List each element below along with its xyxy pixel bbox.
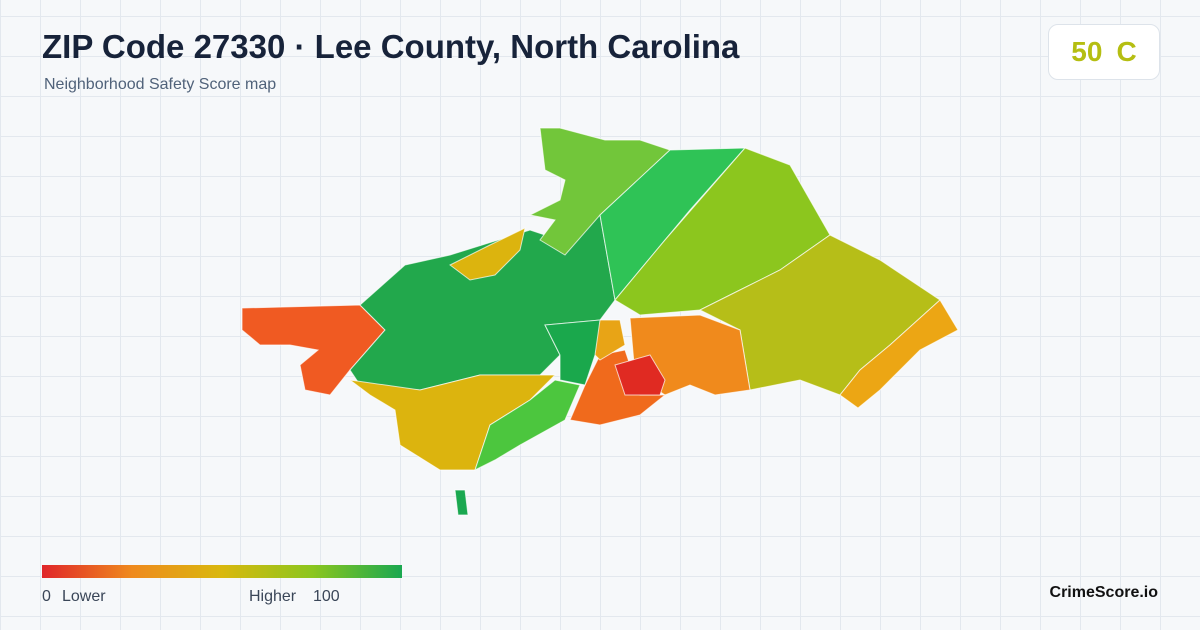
score-value: 50 [1071,36,1103,67]
region [454,489,469,516]
region [544,319,601,386]
score-grade: C [1116,36,1137,67]
legend-gradient [42,565,402,578]
title: ZIP Code 27330 · Lee County, North Carol… [42,28,740,65]
region [449,227,526,281]
region [474,379,581,471]
legend-min-label: Lower [62,588,106,605]
subtitle: Neighborhood Safety Score map [44,76,277,93]
region [839,299,959,409]
legend-max-label: Higher [249,588,297,605]
legend-max: 100 [313,588,340,605]
brand: CrimeScore.io [1049,584,1158,601]
score-badge: 50 C [1048,24,1160,80]
legend-min: 0 [42,588,51,605]
region [614,354,666,396]
region [528,127,671,256]
